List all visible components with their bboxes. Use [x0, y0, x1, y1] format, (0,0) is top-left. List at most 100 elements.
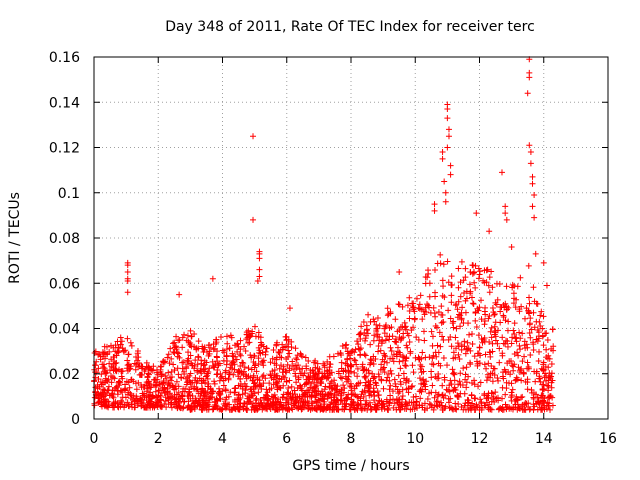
- data-point: [448, 381, 455, 388]
- data-point: [187, 379, 194, 386]
- data-point: [491, 310, 498, 317]
- data-point: [540, 313, 547, 320]
- data-point: [420, 376, 427, 383]
- data-point: [303, 365, 310, 372]
- data-point: [102, 355, 109, 362]
- data-point: [292, 398, 299, 405]
- data-point: [343, 341, 350, 348]
- data-point: [352, 357, 359, 364]
- data-point: [406, 339, 413, 346]
- data-point: [401, 375, 408, 382]
- data-point: [271, 391, 278, 398]
- data-point: [279, 394, 286, 401]
- data-point: [410, 324, 417, 331]
- data-point: [396, 334, 403, 341]
- data-point: [109, 374, 116, 381]
- data-point: [194, 386, 201, 393]
- data-point: [241, 364, 248, 371]
- data-point: [528, 326, 535, 333]
- data-point: [181, 331, 188, 338]
- data-point: [255, 389, 262, 396]
- data-point: [231, 361, 238, 368]
- data-point: [185, 349, 192, 356]
- data-point: [481, 279, 488, 286]
- data-point: [419, 316, 426, 323]
- data-point: [509, 281, 516, 288]
- data-point: [209, 394, 216, 401]
- data-point: [473, 402, 480, 409]
- data-point: [476, 344, 483, 351]
- data-point: [129, 404, 136, 411]
- data-point: [399, 323, 406, 330]
- data-point: [134, 350, 141, 357]
- data-point: [302, 354, 309, 361]
- data-point: [530, 389, 537, 396]
- data-point: [357, 379, 364, 386]
- data-point: [427, 401, 434, 408]
- data-point: [266, 386, 273, 393]
- data-point: [278, 376, 285, 383]
- data-point: [361, 405, 368, 412]
- data-point: [403, 386, 410, 393]
- data-point: [284, 389, 291, 396]
- data-point: [529, 173, 536, 180]
- data-point: [188, 343, 195, 350]
- data-point: [448, 299, 455, 306]
- data-point: [444, 362, 451, 369]
- data-point: [535, 335, 542, 342]
- data-point: [460, 277, 467, 284]
- data-point: [312, 357, 319, 364]
- data-point: [410, 369, 417, 376]
- data-point: [274, 406, 281, 413]
- data-point: [509, 386, 516, 393]
- data-point: [176, 291, 183, 298]
- data-point: [543, 346, 550, 353]
- data-point: [503, 385, 510, 392]
- data-point: [273, 399, 280, 406]
- data-point: [489, 390, 496, 397]
- data-point: [531, 403, 538, 410]
- data-point: [437, 260, 444, 267]
- data-point: [403, 405, 410, 412]
- data-point: [223, 346, 230, 353]
- data-point: [530, 406, 537, 413]
- data-point: [472, 309, 479, 316]
- data-point: [195, 390, 202, 397]
- data-point: [448, 343, 455, 350]
- data-point: [292, 345, 299, 352]
- data-point: [324, 374, 331, 381]
- data-point: [312, 371, 319, 378]
- data-point: [378, 338, 385, 345]
- data-point: [536, 375, 543, 382]
- data-point: [332, 401, 339, 408]
- data-point: [250, 372, 257, 379]
- data-point: [509, 392, 516, 399]
- data-point: [397, 381, 404, 388]
- data-point: [512, 377, 519, 384]
- data-point: [204, 375, 211, 382]
- data-point: [465, 373, 472, 380]
- data-point: [494, 374, 501, 381]
- data-point: [126, 384, 133, 391]
- data-point: [475, 307, 482, 314]
- data-point: [472, 262, 479, 269]
- data-point: [523, 305, 530, 312]
- data-point: [165, 369, 172, 376]
- data-point: [396, 349, 403, 356]
- data-point: [173, 333, 180, 340]
- data-point: [335, 368, 342, 375]
- data-point: [374, 331, 381, 338]
- data-point: [168, 355, 175, 362]
- data-point: [474, 404, 481, 411]
- data-point: [537, 312, 544, 319]
- data-point: [502, 401, 509, 408]
- data-point: [426, 293, 433, 300]
- data-point: [319, 396, 326, 403]
- data-point: [486, 349, 493, 356]
- y-tick-label: 0.1: [58, 186, 80, 202]
- data-point: [318, 380, 325, 387]
- data-point: [355, 341, 362, 348]
- data-point: [298, 385, 305, 392]
- data-point: [175, 350, 182, 357]
- data-point: [280, 344, 287, 351]
